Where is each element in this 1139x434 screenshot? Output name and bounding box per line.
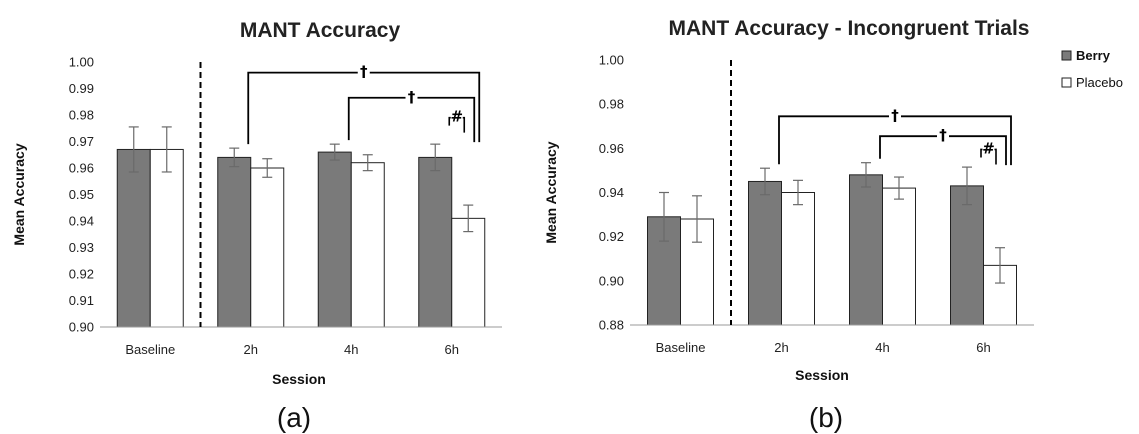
significance-marker-bg <box>937 125 949 142</box>
y-tick-label: 1.00 <box>69 55 94 70</box>
y-tick-label: 0.90 <box>69 320 94 335</box>
y-tick-label: 0.97 <box>69 134 94 149</box>
significance-marker: # <box>450 108 463 126</box>
x-tick-label: 2h <box>774 340 788 355</box>
x-axis-title: Session <box>272 371 326 387</box>
y-tick-label: 0.93 <box>69 240 94 255</box>
significance-marker: † <box>408 88 416 106</box>
bar-placebo-6h <box>451 217 486 328</box>
bar-placebo-baseline <box>149 148 184 328</box>
legend-swatch-berry <box>1061 50 1072 61</box>
x-tick-label: 4h <box>344 342 358 357</box>
y-tick-label: 0.92 <box>599 229 624 244</box>
bar-berry-2h <box>217 156 252 328</box>
y-tick-label: 0.91 <box>69 293 94 308</box>
y-tick-label: 0.95 <box>69 187 94 202</box>
bar-placebo-2h <box>250 167 285 328</box>
bar-berry-2h <box>748 180 782 326</box>
y-tick-label: 0.96 <box>599 141 624 156</box>
chart-panel-a: MANT Accuracy 0.90 0.91 0.92 0.93 0.94 0.95 0.9… <box>11 19 502 433</box>
significance-marker-bg <box>889 105 901 122</box>
x-tick-label: 6h <box>445 342 459 357</box>
y-axis-title: Mean Accuracy <box>11 143 27 245</box>
y-tick-label: 0.99 <box>69 81 94 96</box>
y-tick-label: 0.94 <box>599 185 624 200</box>
legend-swatch-placebo <box>1061 77 1072 88</box>
significance-marker-bg <box>982 138 995 155</box>
x-axis-title: Session <box>795 367 849 383</box>
significance-marker: † <box>891 106 899 124</box>
significance-marker-bg <box>357 61 370 78</box>
significance-bracket <box>247 71 481 145</box>
significance-marker: † <box>939 126 947 144</box>
y-tick-label: 0.88 <box>599 318 624 333</box>
bar-berry-4h <box>317 151 352 328</box>
bar-placebo-2h <box>781 192 815 326</box>
x-tick-label: Baseline <box>656 340 706 355</box>
y-tick-label: 0.90 <box>599 273 624 288</box>
x-tick-label: 2h <box>244 342 258 357</box>
panel-label: (b) <box>809 402 843 433</box>
chart-title: MANT Accuracy <box>240 19 401 42</box>
y-tick-label: 0.98 <box>69 108 94 123</box>
bar-berry-6h <box>418 156 453 328</box>
significance-marker-bg <box>405 86 418 103</box>
bar-placebo-4h <box>882 187 916 326</box>
bar-berry-4h <box>849 174 883 326</box>
y-tick-label: 0.92 <box>69 267 94 282</box>
significance-marker-bg <box>450 106 463 123</box>
x-tick-label: Baseline <box>125 342 175 357</box>
chart-title: MANT Accuracy - Incongruent Trials <box>669 17 1030 40</box>
y-tick-label: 0.98 <box>599 97 624 112</box>
x-tick-label: 4h <box>875 340 889 355</box>
panel-label: (a) <box>277 402 311 433</box>
legend: Berry Placebo <box>1061 48 1123 90</box>
significance-marker: † <box>360 63 368 81</box>
y-tick-label: 0.94 <box>69 214 94 229</box>
bar-berry-baseline <box>116 148 151 328</box>
y-tick-label: 0.96 <box>69 161 94 176</box>
bar-placebo-4h <box>350 162 385 328</box>
bar-berry-6h <box>950 185 984 326</box>
legend-label-placebo: Placebo <box>1076 75 1123 90</box>
chart-panel-b: MANT Accuracy - Incongruent Trials 0.88 0.… <box>543 17 1034 433</box>
significance-marker: # <box>982 139 995 157</box>
y-axis-title: Mean Accuracy <box>543 141 559 243</box>
legend-label-berry: Berry <box>1076 48 1111 63</box>
y-tick-label: 1.00 <box>599 53 624 68</box>
x-tick-label: 6h <box>976 340 990 355</box>
